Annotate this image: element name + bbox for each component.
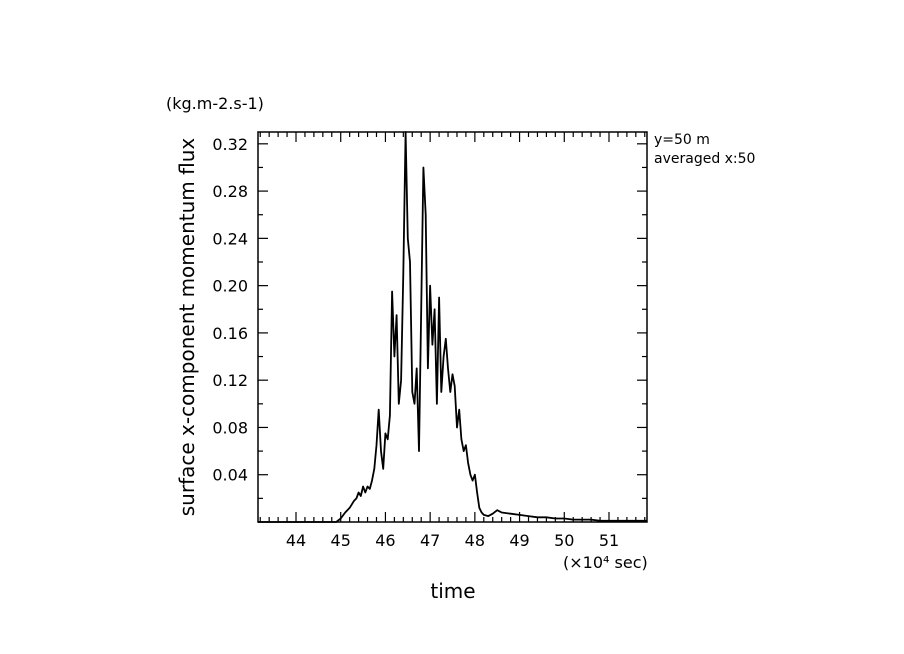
x-tick-label: 50 [554,531,574,550]
y-tick-label: 0.04 [212,466,248,485]
annotation-line-1: y=50 m [654,132,710,148]
x-tick-label: 47 [420,531,440,550]
y-tick-label: 0.32 [212,135,248,154]
x-unit-label: (×10⁴ sec) [563,553,648,572]
annotation-line-2: averaged x:50 [654,151,755,167]
x-tick-label: 45 [331,531,351,550]
y-tick-label: 0.24 [212,229,248,248]
x-tick-label: 44 [286,531,306,550]
y-axis-title: surface x-component momentum flux [175,138,199,517]
series-line [258,131,647,523]
y-tick-label: 0.16 [212,324,248,343]
y-unit-label: (kg.m-2.s-1) [166,94,264,113]
tick-marks [258,132,647,522]
tick-labels: 44 45 46 47 48 49 50 51 0.04 0.08 0.12 0.16 0.20 0.24… [212,135,619,550]
y-tick-label: 0.12 [212,371,248,390]
x-tick-label: 48 [465,531,485,550]
x-tick-label: 51 [599,531,619,550]
y-tick-label: 0.08 [212,418,248,437]
x-axis-title: time [430,579,475,603]
y-tick-label: 0.20 [212,277,248,296]
x-tick-label: 49 [509,531,529,550]
y-tick-label: 0.28 [212,182,248,201]
x-tick-label: 46 [375,531,395,550]
plot-frame [257,131,648,523]
